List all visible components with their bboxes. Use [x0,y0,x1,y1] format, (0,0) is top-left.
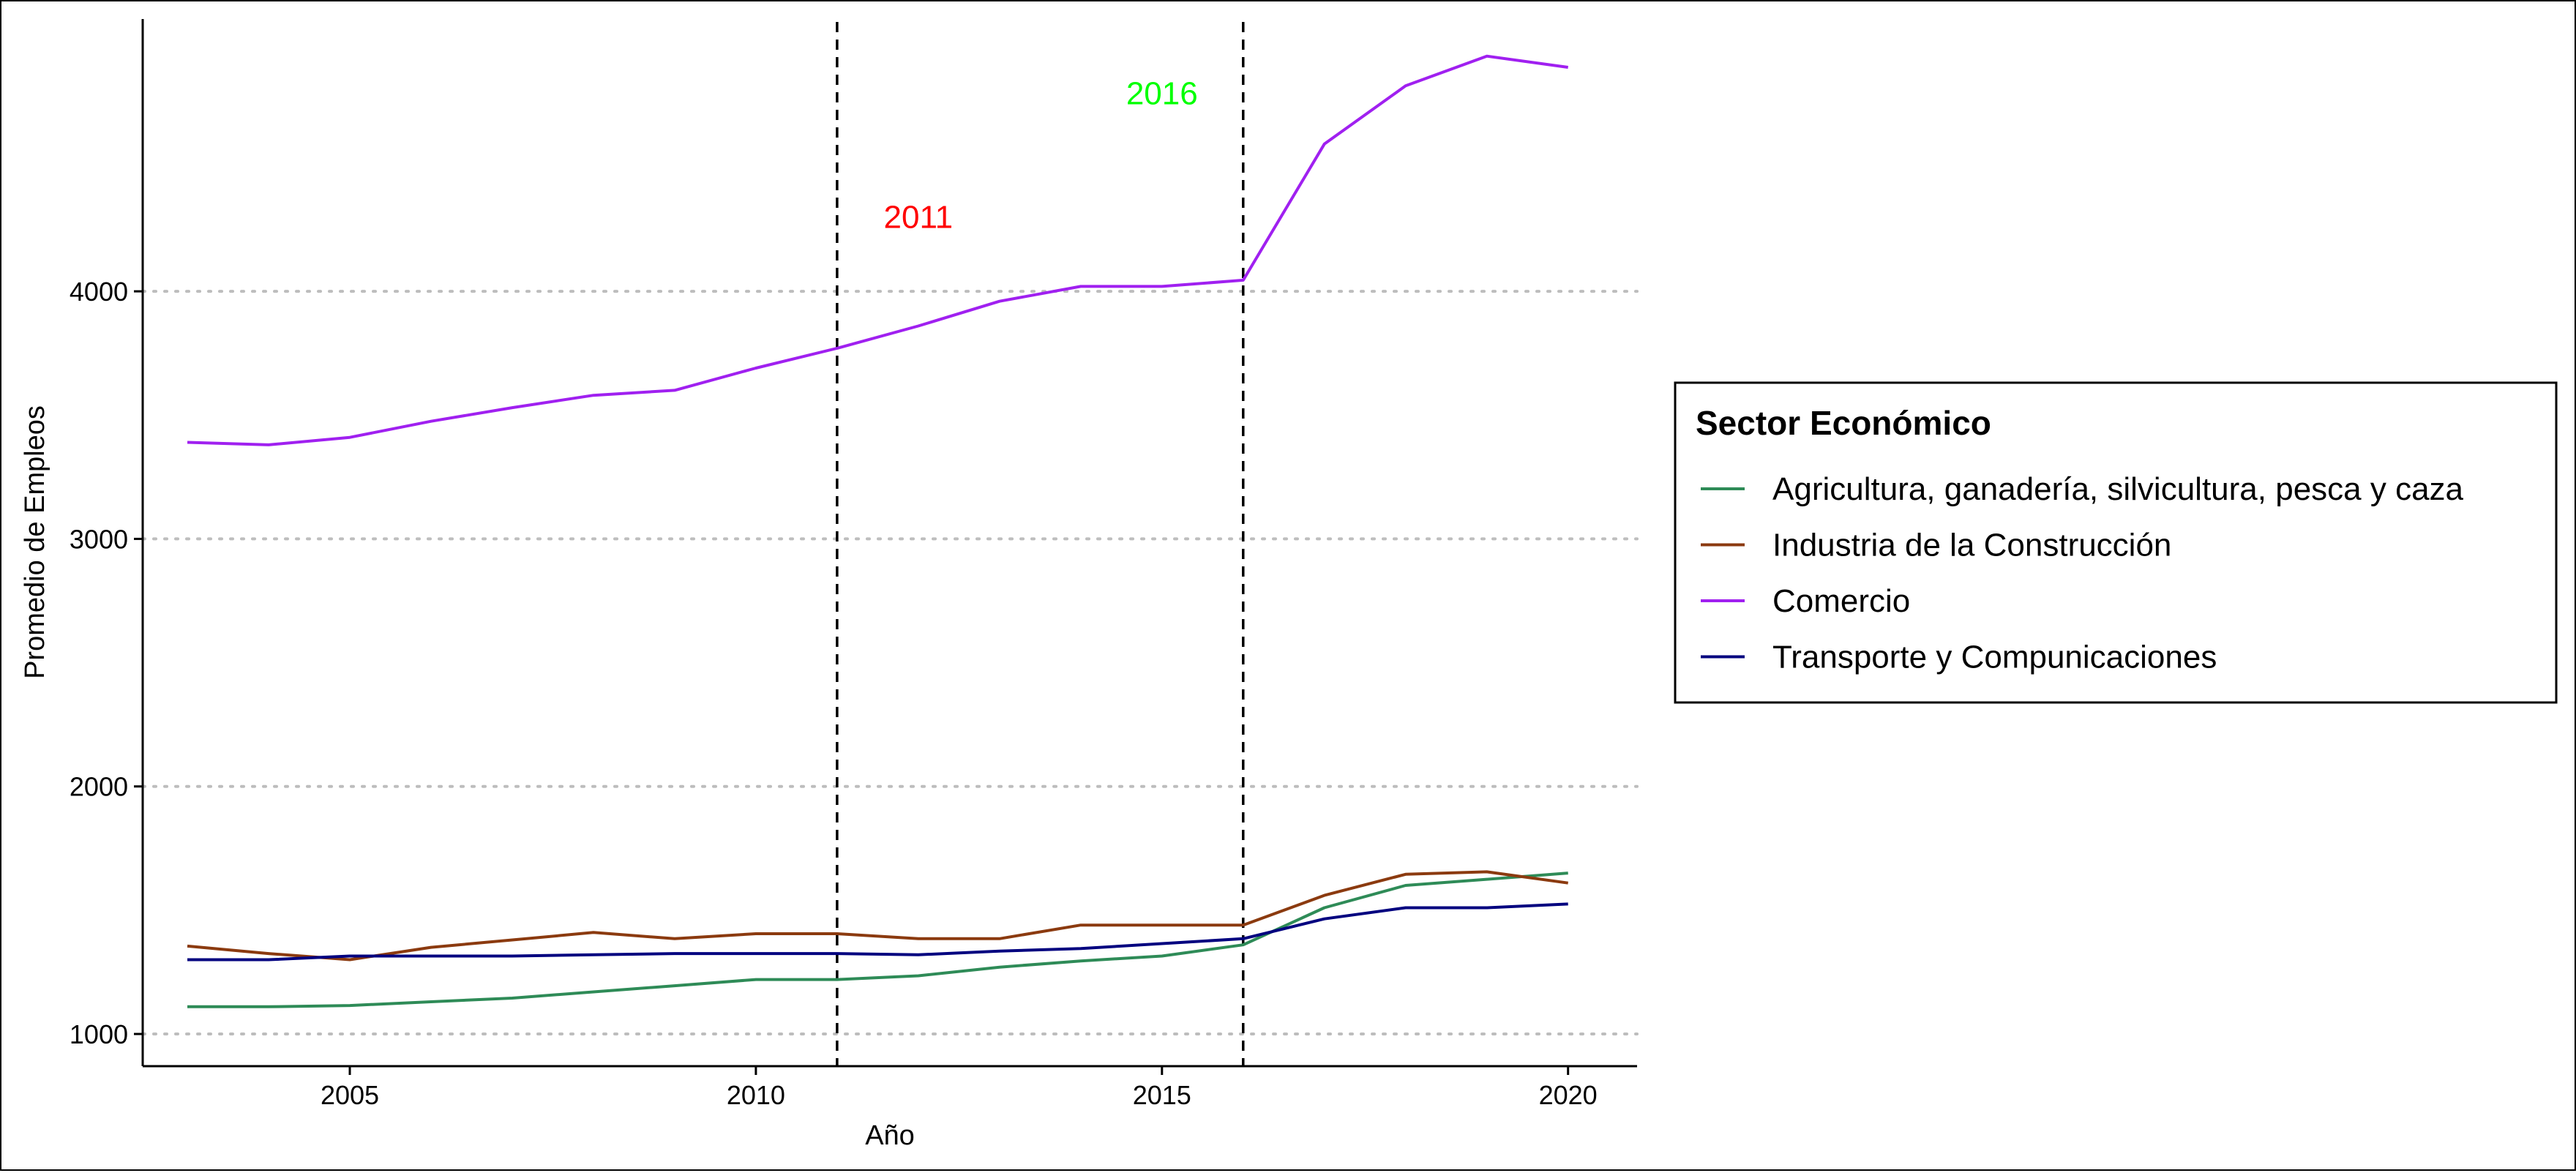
series-line-0 [187,872,1568,1008]
series-line-1 [187,870,1568,962]
series-lines [187,54,1568,1008]
legend-label-1: Industria de la Construcción [1772,528,2171,563]
legend-label-2: Comercio [1772,583,1910,619]
annotations: 2011 2016 [884,75,1198,235]
x-tick-label: 2020 [1539,1080,1598,1110]
x-tick-label: 2015 [1133,1080,1191,1110]
x-ticks: 2005 2010 2015 2020 [321,1066,1598,1110]
reference-lines [836,22,1245,1066]
y-tick-label: 1000 [70,1019,128,1049]
series-line-2 [187,54,1568,446]
axes [141,19,1637,1068]
y-tick-label: 2000 [70,772,128,802]
y-tick-label: 3000 [70,524,128,554]
annotation-2016: 2016 [1126,75,1198,111]
legend-title: Sector Económico [1696,404,1991,442]
legend-items: Agricultura, ganadería, silvicultura, pe… [1701,471,2464,675]
y-gridlines [141,290,1639,1036]
x-tick-label: 2005 [321,1080,379,1110]
legend-label-0: Agricultura, ganadería, silvicultura, pe… [1772,471,2464,507]
annotation-2011: 2011 [884,200,954,236]
legend: Sector Económico Agricultura, ganadería,… [1674,381,2558,704]
x-tick-label: 2010 [727,1080,785,1110]
y-tick-label: 4000 [70,277,128,307]
legend-box [1674,381,2558,704]
legend-label-3: Transporte y Compunicaciones [1772,640,2217,675]
series-line-3 [187,902,1568,962]
x-axis-label: Año [865,1120,915,1151]
y-axis-label: Promedio de Empleos [20,405,50,679]
y-ticks: 1000 2000 3000 4000 [70,277,143,1049]
